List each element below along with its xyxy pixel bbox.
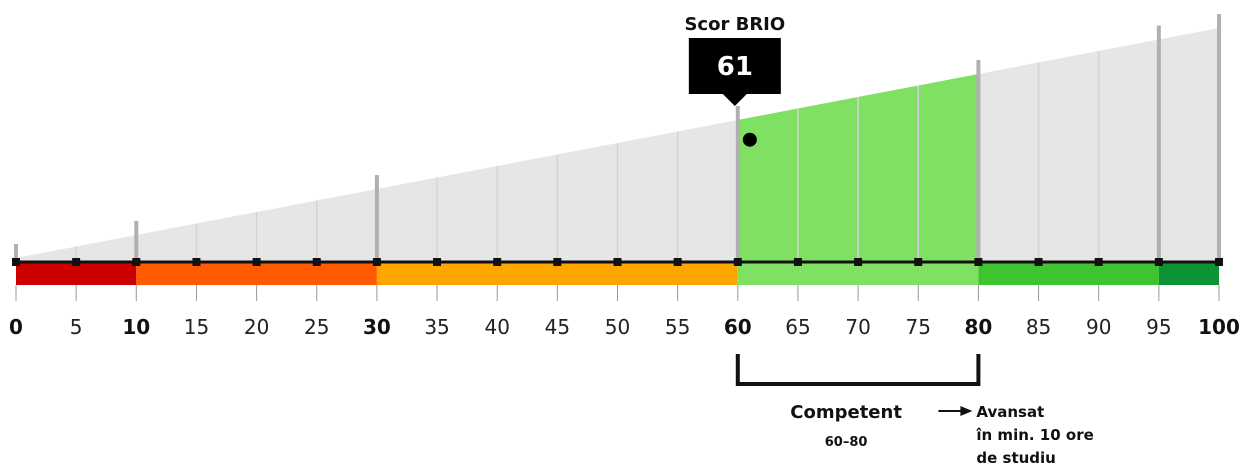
tick-label-85: 85 <box>1026 315 1051 339</box>
tick-marker-35 <box>433 258 442 266</box>
tick-label-30: 30 <box>363 315 391 339</box>
next-level-name: Avansat <box>976 403 1044 421</box>
tick-marker-15 <box>192 258 201 266</box>
tick-marker-20 <box>252 258 261 266</box>
score-box <box>688 38 781 94</box>
tick-marker-70 <box>854 258 863 266</box>
tick-marker-30 <box>372 258 381 266</box>
tick-marker-90 <box>1094 258 1103 266</box>
band-80-95 <box>978 263 1159 285</box>
next-level-hint: în min. 10 ore <box>975 426 1093 444</box>
score-bands <box>16 263 1219 285</box>
tick-marker-65 <box>793 258 802 266</box>
tick-label-20: 20 <box>244 315 269 339</box>
gridlines <box>14 14 1221 262</box>
tick-marker-40 <box>493 258 502 266</box>
score-title: Scor BRIO <box>684 14 785 35</box>
band-10-30 <box>136 263 377 285</box>
score-pointer <box>721 93 748 106</box>
tick-marker-85 <box>1034 258 1043 266</box>
tick-marker-10 <box>132 258 141 266</box>
tick-marker-100 <box>1215 258 1223 266</box>
tick-marker-60 <box>733 258 742 266</box>
scale-axis <box>12 258 1223 301</box>
tick-label-0: 0 <box>9 315 23 339</box>
tick-marker-80 <box>974 258 983 266</box>
score-dot <box>742 132 757 147</box>
level-name: Competent <box>790 402 902 423</box>
tick-marker-25 <box>312 258 321 266</box>
tick-label-40: 40 <box>484 315 509 339</box>
arrow-head-icon <box>960 406 973 416</box>
band-30-60 <box>376 263 738 285</box>
tick-label-95: 95 <box>1146 315 1171 339</box>
tick-label-55: 55 <box>665 315 690 339</box>
level-range: 60–80 <box>825 435 868 450</box>
tick-label-5: 5 <box>70 315 83 339</box>
score-value: 61 <box>717 52 753 82</box>
tick-label-15: 15 <box>184 315 209 339</box>
tick-label-70: 70 <box>845 315 870 339</box>
tick-label-80: 80 <box>964 315 992 339</box>
band-95-100 <box>1158 263 1219 285</box>
band-60-80 <box>737 263 979 285</box>
score-marker: Scor BRIO 61 <box>684 14 785 147</box>
tick-label-35: 35 <box>424 315 449 339</box>
tick-marker-55 <box>673 258 682 266</box>
tick-marker-75 <box>914 258 923 266</box>
tick-label-25: 25 <box>304 315 329 339</box>
tick-marker-50 <box>613 258 622 266</box>
tick-labels: 0 5 10 15 20 25 30 35 40 45 50 55 60 65 70 75 80 85 90 95 10… <box>9 315 1240 339</box>
tick-marker-45 <box>553 258 562 266</box>
tick-marker-95 <box>1154 258 1163 266</box>
tick-label-60: 60 <box>724 315 752 339</box>
next-level-hint-2: de studiu <box>976 449 1055 467</box>
next-level-info: Avansat în min. 10 ore de studiu <box>938 403 1094 467</box>
tick-label-65: 65 <box>785 315 810 339</box>
tick-label-50: 50 <box>605 315 630 339</box>
tick-label-10: 10 <box>122 315 150 339</box>
tick-label-90: 90 <box>1086 315 1111 339</box>
tick-label-75: 75 <box>906 315 931 339</box>
tick-label-100: 100 <box>1198 315 1240 339</box>
level-bracket <box>735 354 981 386</box>
tick-marker-0 <box>12 258 20 266</box>
band-0-10 <box>16 263 137 285</box>
tick-label-45: 45 <box>545 315 570 339</box>
tick-marker-5 <box>72 258 81 266</box>
